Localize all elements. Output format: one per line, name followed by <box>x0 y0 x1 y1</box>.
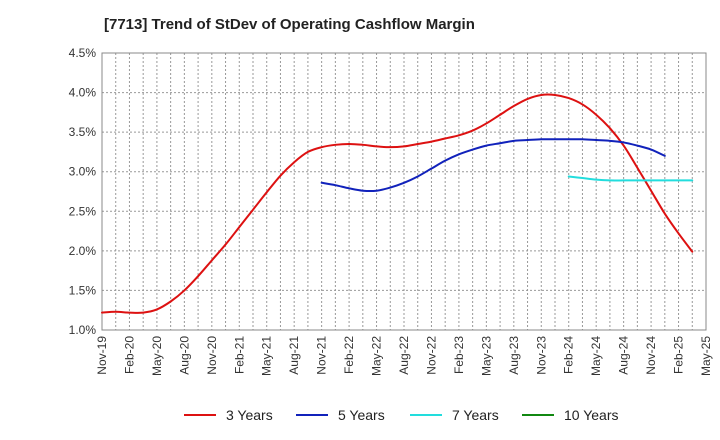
x-tick-label: Feb-22 <box>342 336 356 374</box>
plot-frame <box>101 52 707 331</box>
legend-item-10-years[interactable]: 10 Years <box>522 404 619 426</box>
x-tick-label: Feb-25 <box>672 336 686 374</box>
x-tick-label: May-23 <box>479 336 493 376</box>
x-tick-label: May-22 <box>370 336 384 376</box>
series-line-5-years <box>320 138 666 193</box>
series-lines <box>101 93 694 314</box>
legend-item-7-years[interactable]: 7 Years <box>410 404 499 426</box>
legend-swatch-3-years <box>184 414 216 416</box>
x-tick-label: Aug-20 <box>177 336 191 375</box>
x-tick-label: Feb-23 <box>452 336 466 374</box>
legend-item-3-years[interactable]: 3 Years <box>184 404 273 426</box>
legend-swatch-10-years <box>522 414 554 416</box>
x-tick-label: Aug-21 <box>287 336 301 375</box>
x-axis-ticks: Nov-19 Feb-20 May-20 Aug-20 Nov-20 Feb-21 May-… <box>95 336 713 376</box>
x-tick-label: Nov-19 <box>95 336 109 375</box>
y-tick-label: 3.0% <box>69 165 97 179</box>
x-tick-label: Nov-23 <box>534 336 548 375</box>
legend-swatch-5-years <box>296 414 328 416</box>
y-tick-label: 1.5% <box>69 283 97 297</box>
legend-label: 5 Years <box>338 407 385 423</box>
grid-lines <box>101 52 707 331</box>
x-tick-label: Feb-24 <box>562 336 576 374</box>
legend-label: 7 Years <box>452 407 499 423</box>
line-chart: 1.0% 1.5% 2.0% 2.5% 3.0% 3.5% 4.0% 4.5% Nov-19 F… <box>69 46 713 376</box>
x-tick-label: May-21 <box>260 336 274 376</box>
legend-label: 3 Years <box>226 407 273 423</box>
x-tick-label: Aug-23 <box>507 336 521 375</box>
x-tick-label: Nov-21 <box>315 336 329 375</box>
y-tick-label: 1.0% <box>69 323 97 337</box>
x-tick-label: Nov-24 <box>644 336 658 375</box>
y-axis-ticks: 1.0% 1.5% 2.0% 2.5% 3.0% 3.5% 4.0% 4.5% <box>69 46 97 337</box>
legend-label: 10 Years <box>564 407 619 423</box>
y-tick-label: 2.5% <box>69 204 97 218</box>
x-tick-label: Feb-20 <box>122 336 136 374</box>
legend-item-5-years[interactable]: 5 Years <box>296 404 385 426</box>
x-tick-label: May-25 <box>699 336 713 376</box>
y-tick-label: 4.0% <box>69 86 97 100</box>
y-tick-label: 4.5% <box>69 46 97 60</box>
x-tick-label: Nov-20 <box>205 336 219 375</box>
x-tick-label: Aug-24 <box>617 336 631 375</box>
chart-title: [7713] Trend of StDev of Operating Cashf… <box>104 16 475 33</box>
y-tick-label: 2.0% <box>69 244 97 258</box>
series-line-3-years <box>101 93 694 314</box>
legend-swatch-7-years <box>410 414 442 416</box>
series-line-7-years <box>567 175 694 182</box>
y-tick-label: 3.5% <box>69 125 97 139</box>
legend: 3 Years 5 Years 7 Years 10 Years <box>0 404 720 426</box>
x-tick-label: Aug-22 <box>397 336 411 375</box>
x-tick-label: Feb-21 <box>232 336 246 374</box>
x-tick-label: May-20 <box>150 336 164 376</box>
x-tick-label: Nov-22 <box>424 336 438 375</box>
x-tick-label: May-24 <box>589 336 603 376</box>
